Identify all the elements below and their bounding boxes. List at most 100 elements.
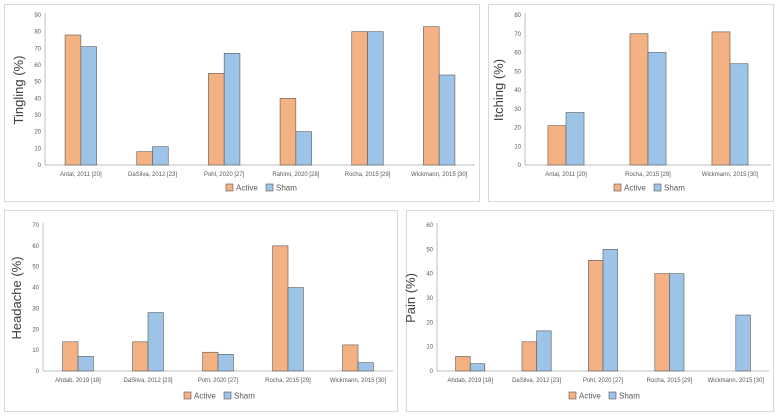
y-tick-label: 60 [426, 223, 433, 229]
bar-sham [647, 52, 667, 166]
x-tick-label: Pohl, 2020 [27] [583, 378, 624, 384]
bar-sham [735, 314, 751, 372]
bar-active [629, 33, 649, 166]
y-tick-label: 60 [32, 244, 39, 250]
bar-active [654, 273, 670, 372]
bar-active [423, 26, 440, 166]
bar-sham [223, 53, 241, 166]
y-tick-label: 0 [518, 163, 522, 169]
legend-swatch-active [568, 391, 577, 400]
x-tick-label: Rocha, 2015 [29] [345, 172, 391, 178]
bar-active [279, 98, 297, 166]
bar-sham [295, 131, 312, 166]
bar-active [521, 341, 537, 372]
y-tick-label: 60 [514, 51, 521, 57]
legend-label-sham: Sham [234, 392, 255, 401]
y-tick-label: 80 [514, 13, 521, 19]
x-tick-label: DaSilva, 2012 [23] [512, 378, 561, 384]
panel-tingling: 0 10 20 30 40 50 60 70 80 90 Tingling (%) Antal, 20… [4, 4, 480, 202]
y-tick-label: 30 [426, 296, 433, 302]
x-tick-label: DaSilva, 2012 [23] [128, 172, 177, 178]
bar-active [342, 344, 359, 372]
y-axis-label: Pain (%) [403, 273, 418, 323]
y-tick-label: 50 [514, 69, 521, 75]
bar-active [136, 151, 153, 166]
legend-label-sham: Sham [619, 392, 640, 401]
y-tick-label: 20 [34, 130, 41, 136]
y-tick-label: 50 [426, 247, 433, 253]
y-tick-label: 10 [34, 146, 41, 152]
bar-sham [536, 330, 552, 372]
legend-swatch-active [225, 183, 234, 192]
x-tick-label: Wickmann, 2015 [30] [702, 172, 759, 178]
bar-active [202, 351, 219, 372]
bar-sham [469, 363, 486, 372]
y-tick-label: 10 [32, 348, 39, 354]
y-tick-label: 70 [34, 46, 41, 52]
x-tick-label: Antal, 2011 [20] [545, 172, 587, 178]
legend-label-active: Active [624, 184, 646, 193]
x-tick-label: Ahdab, 2019 [18] [55, 378, 101, 384]
y-tick-label: 50 [34, 80, 41, 86]
y-tick-label: 0 [38, 163, 42, 169]
y-tick-label: 0 [430, 369, 434, 375]
bar-sham [147, 312, 164, 372]
legend-label-sham: Sham [664, 184, 685, 193]
legend-label-active: Active [236, 184, 258, 193]
x-tick-label: DaSilva, 2012 [23] [123, 378, 172, 384]
bar-sham [729, 63, 749, 166]
y-tick-label: 40 [32, 286, 39, 292]
bar-active [62, 341, 79, 372]
bar-sham [357, 362, 374, 372]
legend-label-sham: Sham [276, 184, 297, 193]
y-tick-label: 10 [426, 345, 433, 351]
bar-active [711, 31, 731, 166]
bar-sham [287, 287, 304, 372]
x-tick-label: Wickmann, 2015 [30] [330, 378, 387, 384]
y-tick-label: 30 [514, 107, 521, 113]
bar-sham [602, 249, 618, 372]
bar-active [208, 73, 225, 166]
bar-sham [669, 273, 685, 372]
legend-label-active: Active [579, 392, 601, 401]
panel-itching: 0 10 20 30 40 50 60 70 80 Itching (%) Antal, 2011 … [488, 4, 774, 202]
y-tick-label: 20 [32, 327, 39, 333]
legend-swatch-sham [653, 183, 662, 192]
y-tick-label: 60 [34, 63, 41, 69]
x-tick-label: Rocha, 2015 [29] [265, 378, 311, 384]
y-tick-label: 90 [34, 13, 41, 19]
bar-active [351, 31, 368, 166]
x-tick-label: Rocha, 2015 [29] [647, 378, 693, 384]
bar-sham [152, 146, 169, 166]
y-axis-label: Itching (%) [491, 59, 506, 121]
x-tick-label: Rocha, 2015 [29] [625, 172, 671, 178]
y-tick-label: 20 [426, 320, 433, 326]
y-tick-label: 70 [32, 223, 39, 229]
legend-swatch-active [613, 183, 622, 192]
x-tick-label: Wickmann, 2015 [30] [708, 378, 765, 384]
legend-swatch-sham [265, 183, 274, 192]
legend-label-active: Active [194, 392, 216, 401]
x-tick-label: Rahimi, 2020 [28] [272, 172, 319, 178]
bar-active [455, 356, 471, 372]
y-tick-label: 40 [34, 96, 41, 102]
chart-pain: 0 10 20 30 40 50 60 Pain (%) Ahdab, 2019 [18] DaS… [403, 223, 769, 401]
bar-active [547, 125, 567, 166]
y-tick-label: 30 [32, 306, 39, 312]
bar-sham [77, 356, 94, 372]
y-axis-label: Headache (%) [9, 256, 24, 339]
bar-active [64, 34, 82, 166]
panel-pain: 0 10 20 30 40 50 60 Pain (%) Ahdab, 2019 [18] DaS… [403, 210, 774, 412]
y-tick-label: 20 [514, 126, 521, 132]
x-tick-label: Wickmann, 2015 [30] [411, 172, 468, 178]
bar-active [272, 245, 289, 372]
bar-sham [80, 46, 97, 166]
chart-itching: 0 10 20 30 40 50 60 70 80 Itching (%) Antal, 2011 … [491, 13, 771, 193]
y-tick-label: 70 [514, 32, 521, 38]
panel-headache: 0 10 20 30 40 50 60 70 Headache (%) Ahdab, 2019 [… [4, 210, 398, 412]
y-tick-label: 40 [514, 88, 521, 94]
legend-swatch-active [183, 391, 192, 400]
bar-sham [438, 74, 456, 166]
chart-headache: 0 10 20 30 40 50 60 70 Headache (%) Ahdab, 2019 [… [9, 223, 393, 401]
bar-sham [565, 112, 585, 166]
